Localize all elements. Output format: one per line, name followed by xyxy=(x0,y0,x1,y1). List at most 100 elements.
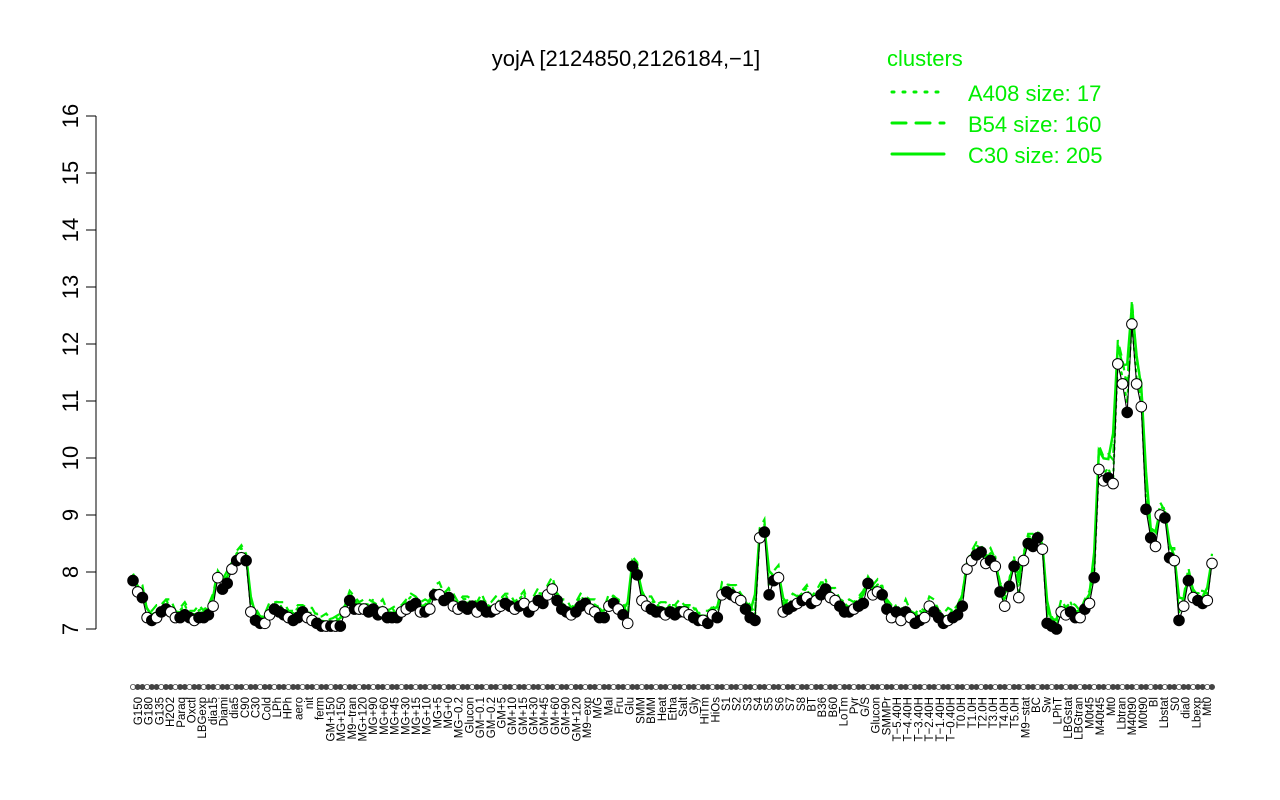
x-tick-label: GM+30 xyxy=(529,697,541,735)
x-tick-label: GM−0.1 xyxy=(475,697,487,738)
x-tick-label: MG+150 xyxy=(336,697,348,741)
data-point xyxy=(1140,503,1152,516)
x-tick-label: Diami xyxy=(219,697,231,726)
x-tick-label: LBGstat xyxy=(1063,696,1075,738)
data-point xyxy=(127,574,139,587)
data-point xyxy=(221,577,233,590)
x-tick-label: S5 xyxy=(764,697,776,711)
x-tick-label: S7 xyxy=(785,697,797,711)
x-tick-label: Glu xyxy=(625,697,637,715)
data-point xyxy=(212,571,224,584)
data-point xyxy=(240,554,252,567)
data-point xyxy=(989,560,1002,573)
x-tick-label: B36 xyxy=(817,697,829,717)
data-line xyxy=(132,324,1213,630)
x-tick-label: GM+90 xyxy=(561,697,573,735)
data-point xyxy=(1088,571,1100,584)
data-point xyxy=(998,600,1011,613)
data-point xyxy=(1121,406,1133,419)
series-line-b54 xyxy=(132,300,1214,621)
x-tick-label: Bl xyxy=(1149,697,1161,707)
x-tick-label: aero xyxy=(293,697,305,720)
y-tick-label: 16 xyxy=(58,104,83,128)
x-tick-label: Salt xyxy=(678,696,690,717)
x-tick-label: M0t90 xyxy=(1138,697,1150,729)
x-tick-label: G150 xyxy=(133,697,145,725)
x-tick-label: LPhT xyxy=(1052,697,1064,725)
data-point xyxy=(598,611,611,624)
x-tick-label: T5.0H xyxy=(1010,697,1022,728)
data-point xyxy=(1159,512,1171,524)
x-tick-label: Gly xyxy=(689,697,701,715)
x-tick-label: GM+15 xyxy=(518,697,530,735)
data-point xyxy=(1107,477,1119,490)
x-tick-label: HiTm xyxy=(700,697,712,724)
data-point xyxy=(876,589,889,601)
x-tick-label: MG+45 xyxy=(390,697,402,735)
x-tick-label: Paraq xyxy=(176,697,188,728)
data-point xyxy=(711,611,724,624)
data-point xyxy=(1031,532,1044,544)
y-tick-label: 7 xyxy=(58,623,83,635)
x-tick-label: B60 xyxy=(828,697,840,717)
data-point xyxy=(1144,532,1157,544)
x-tick-label: M9−stat xyxy=(1020,696,1032,738)
data-point xyxy=(1050,623,1063,635)
data-point xyxy=(1083,597,1096,610)
x-tick-label: GM+10 xyxy=(507,697,519,735)
data-point xyxy=(1017,554,1030,567)
x-tick-label: Glucon xyxy=(464,697,476,733)
x-tick-label: ferm xyxy=(315,697,327,720)
data-point xyxy=(956,600,969,613)
x-tick-label: Mt0 xyxy=(1202,697,1214,716)
y-tick-label: 10 xyxy=(58,446,83,470)
x-tick-label: T0.0H xyxy=(956,697,968,728)
data-point xyxy=(1013,591,1025,604)
data-point xyxy=(1130,378,1143,390)
data-point xyxy=(424,603,436,615)
x-tick-label: S0 xyxy=(1170,697,1182,711)
x-tick-label: T−0.40H xyxy=(945,697,957,741)
x-tick-label: Mt0 xyxy=(1106,697,1118,716)
x-tick-label: SMMPr xyxy=(881,697,893,736)
data-point xyxy=(1008,560,1020,573)
x-tick-label: LoTm xyxy=(839,697,851,726)
x-tick-label: S3 xyxy=(742,697,754,711)
x-tick-label: Oxctl xyxy=(186,697,198,723)
x-tick-label: MG+60 xyxy=(379,697,391,735)
x-tick-label: Cold xyxy=(261,697,273,721)
x-tick-label: Pyr xyxy=(849,697,861,714)
series-line-a408 xyxy=(131,321,1214,630)
chart-title: yojA [2124850,2126184,−1] xyxy=(492,46,761,71)
x-tick-label: M9−tran xyxy=(347,697,359,740)
x-tick-label: LPh xyxy=(272,697,284,717)
x-tick-label: LBGexp xyxy=(197,697,209,739)
data-point xyxy=(1206,557,1218,570)
x-tick-label: T3.0H xyxy=(988,697,1000,728)
x-tick-label: Fru xyxy=(614,697,626,714)
x-tick-label: T−3.40H xyxy=(913,697,925,741)
y-tick-label: 15 xyxy=(58,161,83,185)
x-tick-label: S2 xyxy=(732,697,744,711)
x-axis: G150G180G135H2O2ParaqOxctlLBGexpdia15Dia… xyxy=(129,684,1216,741)
x-tick-label: Lbtran xyxy=(1116,697,1128,730)
legend-title: clusters xyxy=(887,46,963,71)
data-point xyxy=(1168,554,1181,567)
x-tick-label: M/G xyxy=(593,697,605,719)
x-tick-label: Glucon xyxy=(871,697,883,733)
x-tick-label: G/S xyxy=(860,697,872,717)
data-point xyxy=(772,571,785,584)
x-tick-label: T−5.40H xyxy=(892,697,904,741)
x-tick-label: Sw xyxy=(1042,696,1054,713)
rug-mark xyxy=(1209,684,1216,691)
legend-label: A408 size: 17 xyxy=(968,81,1101,106)
x-tick-label: C90 xyxy=(240,697,252,718)
plot-area xyxy=(127,300,1218,635)
x-tick-label: Etha xyxy=(668,696,680,720)
x-tick-label: M40t45 xyxy=(1095,697,1107,735)
x-tick-label: H2O2 xyxy=(165,697,177,727)
x-tick-label: MG+120 xyxy=(357,697,369,741)
x-tick-label: HiOs xyxy=(710,697,722,723)
x-tick-label: G180 xyxy=(144,697,156,725)
